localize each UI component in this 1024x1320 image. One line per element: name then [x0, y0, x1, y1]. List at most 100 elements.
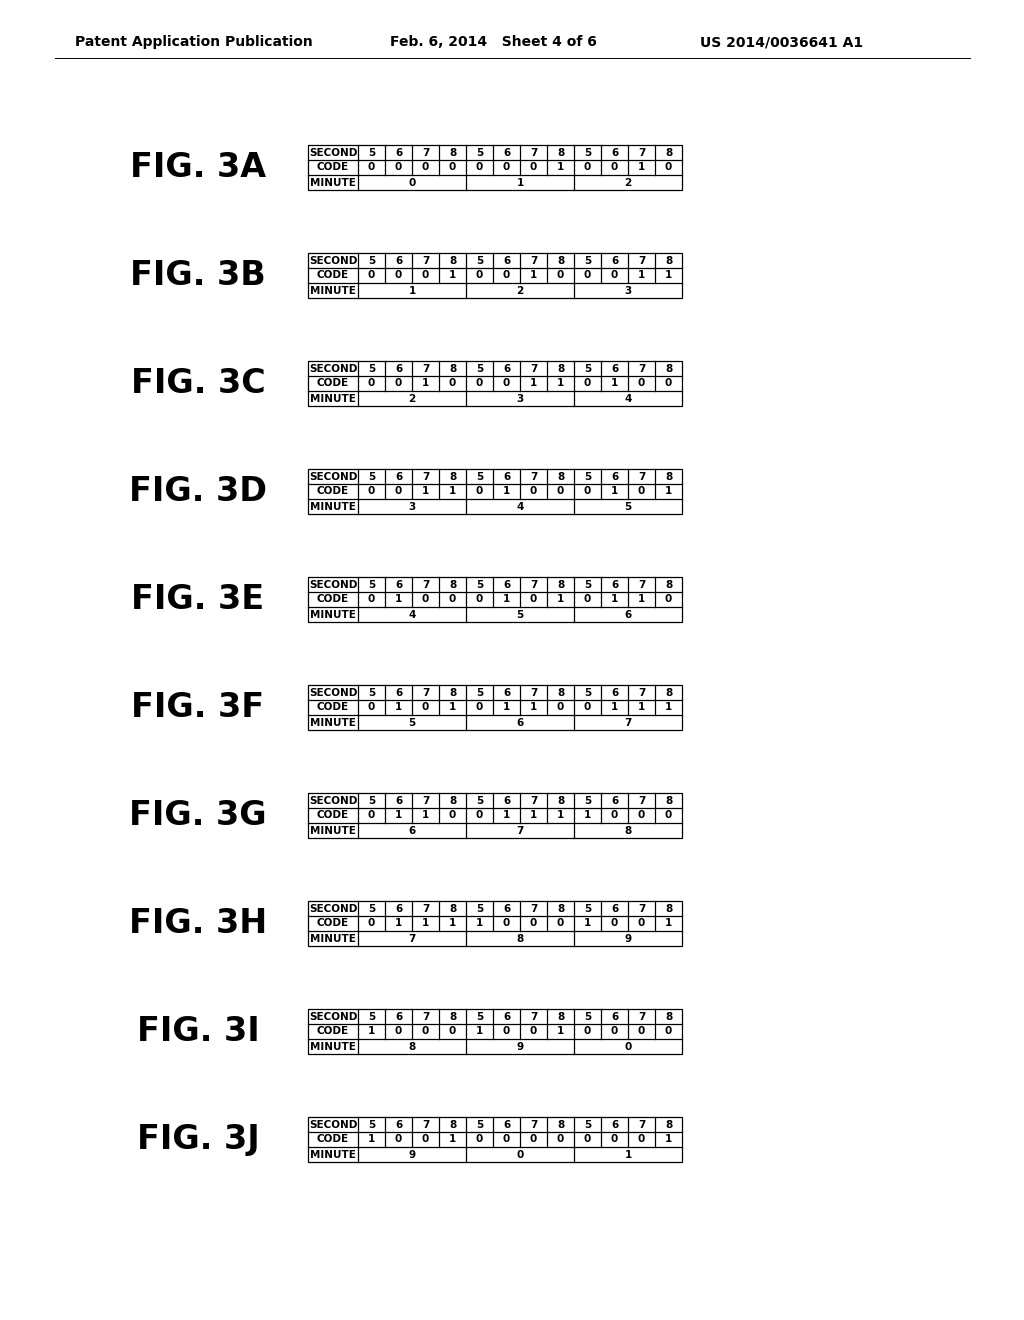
Text: 1: 1: [638, 271, 645, 281]
Text: 8: 8: [557, 256, 564, 265]
Text: 0: 0: [449, 810, 456, 821]
Text: 1: 1: [665, 702, 672, 713]
Text: 6: 6: [503, 471, 510, 482]
Text: 5: 5: [476, 1011, 483, 1022]
Text: 0: 0: [449, 1027, 456, 1036]
Text: 1: 1: [476, 1027, 483, 1036]
Text: 1: 1: [625, 1150, 632, 1159]
Text: 8: 8: [557, 148, 564, 157]
Text: 5: 5: [584, 688, 591, 697]
Text: 7: 7: [638, 148, 645, 157]
Text: 1: 1: [503, 702, 510, 713]
Bar: [308, 1117, 682, 1162]
Text: SECOND: SECOND: [309, 903, 357, 913]
Text: FIG. 3H: FIG. 3H: [129, 907, 267, 940]
Text: 1: 1: [395, 810, 402, 821]
Text: 1: 1: [557, 810, 564, 821]
Text: 1: 1: [638, 702, 645, 713]
Text: 6: 6: [503, 796, 510, 805]
Text: 1: 1: [665, 1134, 672, 1144]
Text: 0: 0: [584, 379, 591, 388]
Text: 0: 0: [503, 1134, 510, 1144]
Text: 0: 0: [611, 810, 618, 821]
Text: 1: 1: [449, 919, 456, 928]
Text: 1: 1: [665, 487, 672, 496]
Text: 6: 6: [611, 579, 618, 590]
Text: 0: 0: [368, 487, 375, 496]
Text: 6: 6: [503, 1119, 510, 1130]
Text: 5: 5: [368, 1119, 375, 1130]
Text: 0: 0: [516, 1150, 523, 1159]
Text: 0: 0: [368, 702, 375, 713]
Text: 1: 1: [665, 919, 672, 928]
Text: 8: 8: [557, 1011, 564, 1022]
Text: 7: 7: [638, 363, 645, 374]
Text: SECOND: SECOND: [309, 363, 357, 374]
Text: 0: 0: [422, 162, 429, 173]
Text: 0: 0: [395, 1134, 402, 1144]
Text: 0: 0: [557, 1134, 564, 1144]
Text: 5: 5: [584, 363, 591, 374]
Text: 6: 6: [611, 1011, 618, 1022]
Text: 0: 0: [584, 271, 591, 281]
Text: 8: 8: [557, 471, 564, 482]
Text: 7: 7: [529, 796, 538, 805]
Text: 7: 7: [422, 1119, 429, 1130]
Text: 0: 0: [665, 379, 672, 388]
Text: SECOND: SECOND: [309, 256, 357, 265]
Text: 0: 0: [503, 162, 510, 173]
Text: 0: 0: [638, 810, 645, 821]
Text: 8: 8: [625, 825, 632, 836]
Text: Feb. 6, 2014   Sheet 4 of 6: Feb. 6, 2014 Sheet 4 of 6: [390, 36, 597, 49]
Text: 8: 8: [449, 1011, 456, 1022]
Text: 7: 7: [638, 579, 645, 590]
Text: 7: 7: [638, 256, 645, 265]
Text: 2: 2: [625, 177, 632, 187]
Text: 1: 1: [611, 487, 618, 496]
Text: 7: 7: [638, 688, 645, 697]
Text: 7: 7: [638, 796, 645, 805]
Text: 5: 5: [368, 471, 375, 482]
Text: 0: 0: [449, 594, 456, 605]
Text: 1: 1: [422, 487, 429, 496]
Text: 1: 1: [503, 487, 510, 496]
Text: 5: 5: [584, 579, 591, 590]
Text: 7: 7: [638, 1119, 645, 1130]
Text: 0: 0: [665, 810, 672, 821]
Text: 0: 0: [395, 379, 402, 388]
Text: CODE: CODE: [317, 271, 349, 281]
Text: 8: 8: [449, 363, 456, 374]
Text: 1: 1: [638, 162, 645, 173]
Text: 0: 0: [529, 594, 538, 605]
Text: MINUTE: MINUTE: [310, 610, 356, 619]
Text: 0: 0: [529, 1027, 538, 1036]
Text: 0: 0: [395, 162, 402, 173]
Text: CODE: CODE: [317, 594, 349, 605]
Text: CODE: CODE: [317, 702, 349, 713]
Text: 1: 1: [611, 379, 618, 388]
Text: 6: 6: [395, 363, 402, 374]
Text: 8: 8: [409, 1041, 416, 1052]
Text: 0: 0: [584, 162, 591, 173]
Text: CODE: CODE: [317, 162, 349, 173]
Text: 6: 6: [409, 825, 416, 836]
Text: MINUTE: MINUTE: [310, 718, 356, 727]
Text: 1: 1: [611, 702, 618, 713]
Text: MINUTE: MINUTE: [310, 393, 356, 404]
Text: 9: 9: [625, 933, 632, 944]
Text: 4: 4: [409, 610, 416, 619]
Text: 6: 6: [503, 1011, 510, 1022]
Text: 8: 8: [557, 796, 564, 805]
Text: 0: 0: [449, 379, 456, 388]
Text: 0: 0: [422, 702, 429, 713]
Text: 1: 1: [529, 379, 538, 388]
Text: 7: 7: [529, 1011, 538, 1022]
Text: 5: 5: [584, 148, 591, 157]
Text: 8: 8: [665, 256, 672, 265]
Text: 5: 5: [368, 903, 375, 913]
Text: 9: 9: [409, 1150, 416, 1159]
Text: 7: 7: [422, 796, 429, 805]
Text: 2: 2: [516, 285, 523, 296]
Text: US 2014/0036641 A1: US 2014/0036641 A1: [700, 36, 863, 49]
Text: 0: 0: [584, 702, 591, 713]
